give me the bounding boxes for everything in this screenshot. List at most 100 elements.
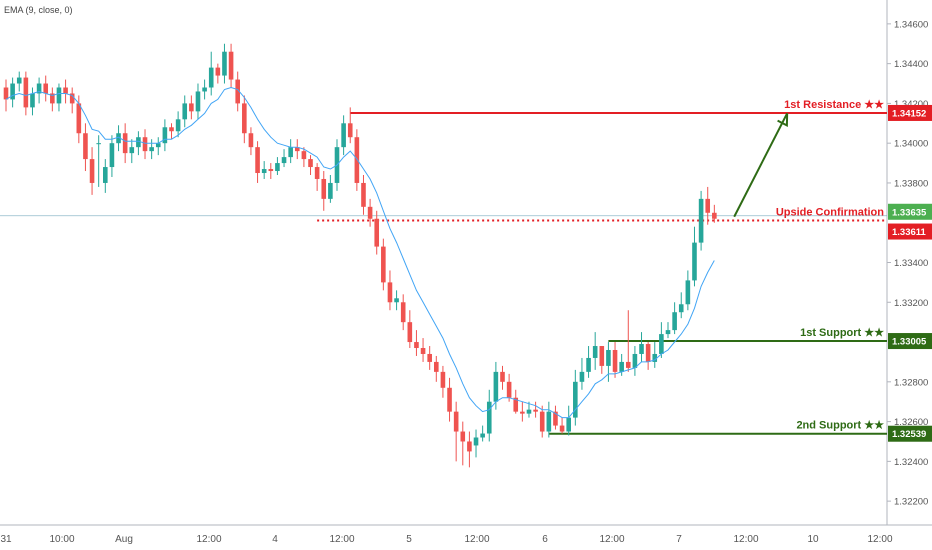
candle-body[interactable] [129,147,135,154]
candle-body[interactable] [242,103,247,134]
candle-body[interactable] [215,67,221,76]
candle-body[interactable] [341,123,346,148]
candle-body[interactable] [566,417,571,432]
candle-body[interactable] [155,143,161,148]
candle-body[interactable] [142,137,148,152]
candle-body[interactable] [460,431,466,442]
candle-body[interactable] [10,83,15,100]
candle-body[interactable] [294,147,300,152]
candle-body[interactable] [493,371,499,402]
candle-body[interactable] [520,411,525,414]
candle-body[interactable] [440,371,446,388]
candle-body[interactable] [506,381,512,398]
candle-body[interactable] [387,282,393,303]
candle-body[interactable] [467,441,472,452]
candle-body[interactable] [414,342,419,349]
candle-body[interactable] [698,198,704,243]
candle-body[interactable] [43,83,49,94]
candle-body[interactable] [672,312,677,331]
candle-body[interactable] [23,77,29,108]
candle-body[interactable] [321,178,327,199]
candle-body[interactable] [255,147,260,174]
candle-body[interactable] [625,361,631,368]
candle-body[interactable] [103,167,108,183]
candle-body[interactable] [427,353,432,362]
candle-body[interactable] [599,346,605,366]
candle-body[interactable] [169,127,174,132]
candle-body[interactable] [288,147,293,158]
candle-body[interactable] [606,350,611,366]
candle-body[interactable] [50,93,55,104]
candle-body[interactable] [16,77,22,84]
candle-body[interactable] [533,409,538,412]
candle-body[interactable] [96,143,101,145]
candle-body[interactable] [83,133,88,160]
candle-body[interactable] [116,133,121,144]
candle-body[interactable] [175,119,181,132]
candle-body[interactable] [665,330,671,335]
candle-body[interactable] [553,411,558,426]
candle-body[interactable] [367,206,373,219]
candle-body[interactable] [645,344,651,362]
candle-body[interactable] [500,371,505,382]
candle-body[interactable] [354,137,360,183]
candle-body[interactable] [453,411,459,432]
candle-body[interactable] [473,437,479,446]
candle-body[interactable] [149,147,154,152]
candle-body[interactable] [685,280,691,305]
candle-body[interactable] [420,348,426,354]
candle-body[interactable] [546,411,552,432]
candle-body[interactable] [268,169,274,172]
candle-body[interactable] [261,169,267,174]
candle-body[interactable] [573,381,578,418]
candle-body[interactable] [619,361,624,372]
candle-body[interactable] [136,137,141,148]
candle-body[interactable] [361,182,366,207]
candle-body[interactable] [400,302,406,323]
candle-body[interactable] [109,143,115,168]
candle-body[interactable] [328,182,333,199]
candle-body[interactable] [76,103,82,134]
candle-body[interactable] [208,67,214,88]
candle-body[interactable] [122,133,128,154]
candle-body[interactable] [30,93,35,108]
candle-body[interactable] [480,433,485,438]
candle-body[interactable] [235,79,240,104]
candle-body[interactable] [592,346,598,358]
candle-body[interactable] [347,123,353,138]
candle-body[interactable] [559,425,565,432]
candle-body[interactable] [526,409,532,414]
candle-body[interactable] [228,51,234,80]
candle-body[interactable] [189,103,194,112]
candle-body[interactable] [539,411,545,432]
candle-body[interactable] [56,87,62,104]
candle-body[interactable] [632,353,638,368]
candle-body[interactable] [314,167,320,179]
candle-body[interactable] [222,51,227,76]
candle-body[interactable] [513,397,519,412]
candle-body[interactable] [447,387,452,412]
candle-body[interactable] [639,344,644,354]
candle-body[interactable] [195,91,201,112]
candle-body[interactable] [579,371,585,382]
candle-body[interactable] [36,83,42,94]
candle-body[interactable] [69,93,75,104]
candle-body[interactable] [374,218,380,247]
candle-body[interactable] [659,334,664,354]
candle-body[interactable] [612,350,618,372]
candle-body[interactable] [712,212,717,219]
candle-body[interactable] [182,103,188,120]
candle-body[interactable] [652,353,658,362]
candle-body[interactable] [381,246,386,283]
candle-body[interactable] [202,87,207,92]
candle-body[interactable] [705,198,711,213]
candle-body[interactable] [162,127,168,144]
candle-body[interactable] [486,401,492,434]
candle-body[interactable] [407,322,413,343]
candle-body[interactable] [301,151,307,160]
candle-body[interactable] [248,133,254,148]
candle-body[interactable] [394,298,399,303]
candle-body[interactable] [586,357,591,372]
candle-body[interactable] [3,87,9,100]
